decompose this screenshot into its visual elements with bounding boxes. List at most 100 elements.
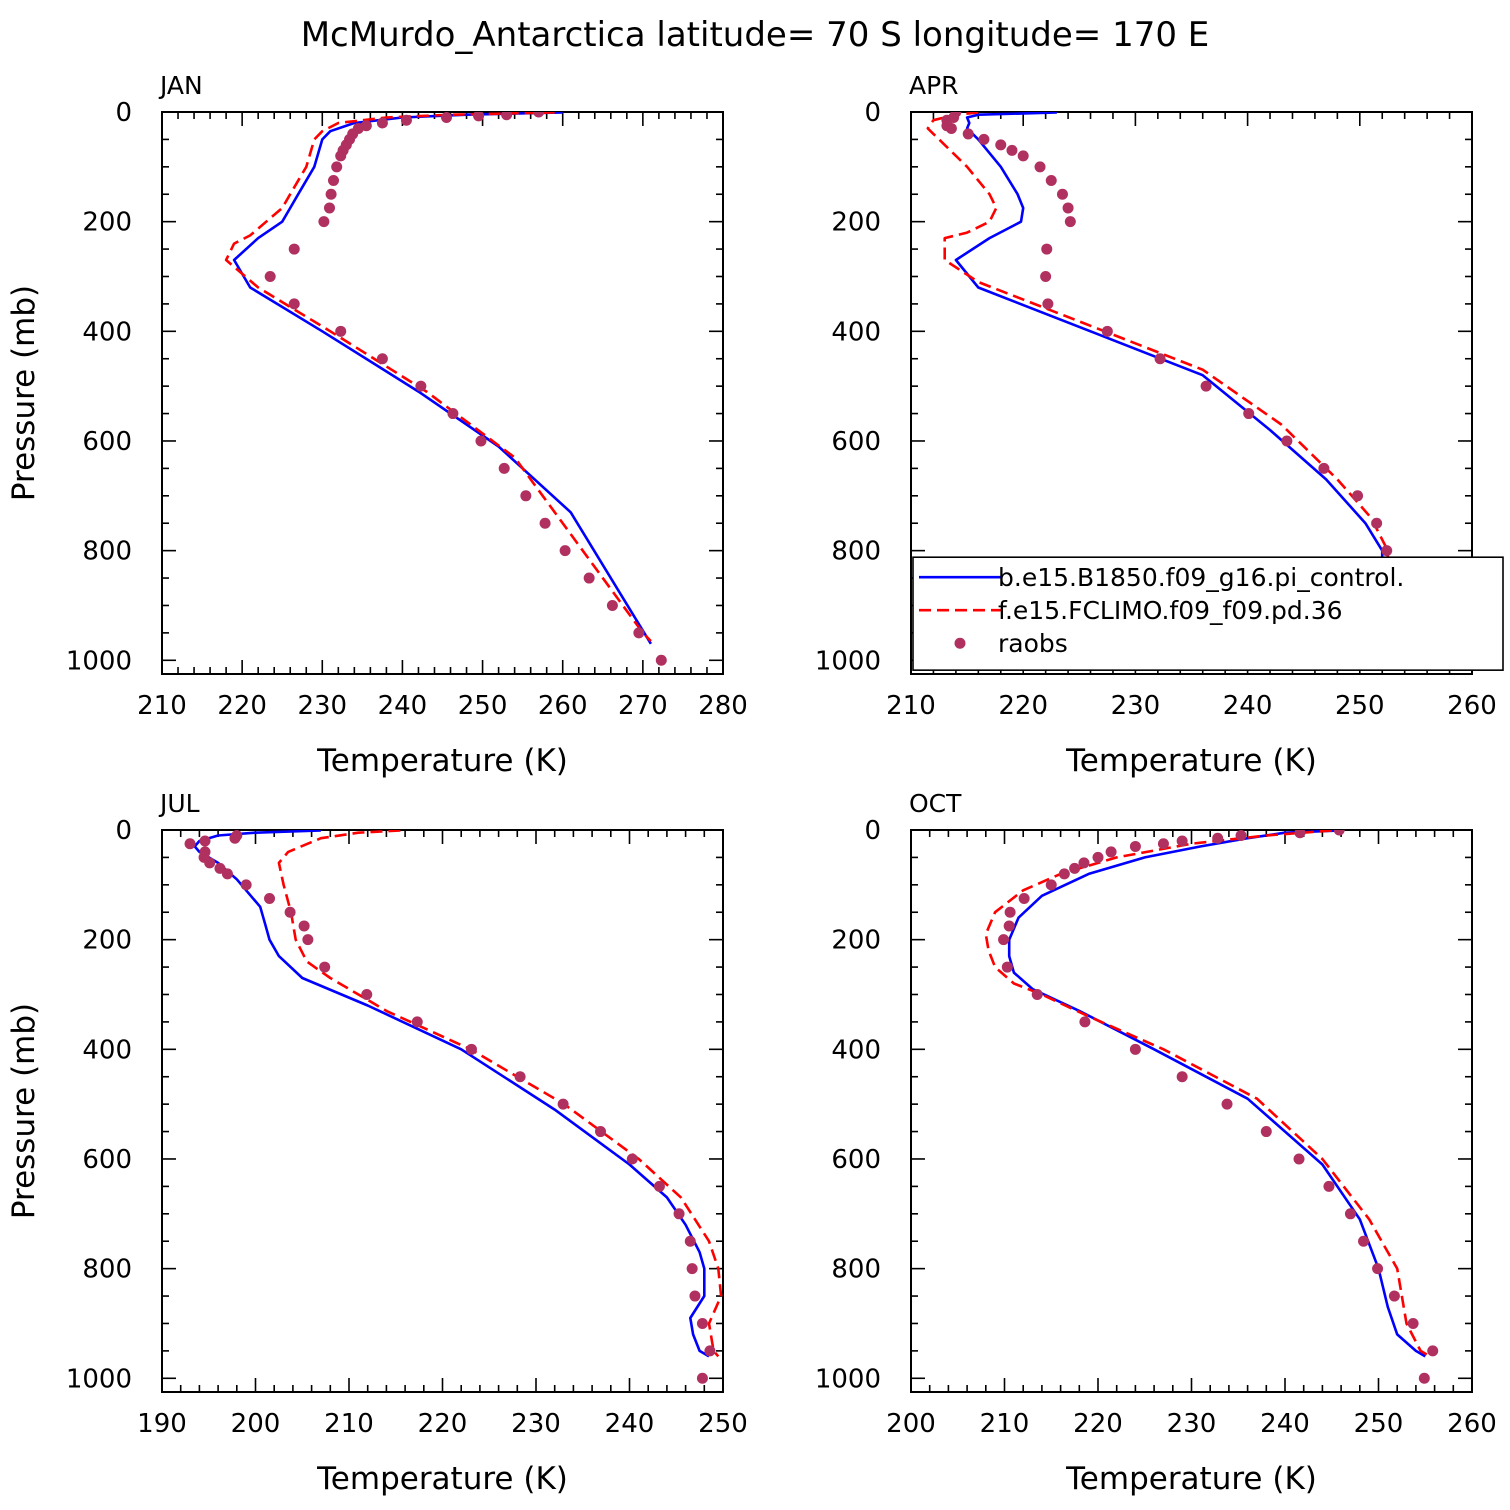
panel-label: JUL: [158, 789, 200, 818]
x-tick-label: 240: [605, 1409, 655, 1439]
raobs-point: [1323, 1180, 1335, 1192]
y-tick-label: 200: [82, 926, 132, 956]
raobs-point: [325, 188, 337, 200]
raobs-point: [411, 1016, 423, 1028]
raobs-point: [557, 1098, 569, 1110]
x-axis-label: Temperature (K): [1065, 743, 1317, 779]
raobs-point: [1006, 144, 1018, 156]
raobs-point: [415, 380, 427, 392]
raobs-point: [1042, 298, 1054, 310]
raobs-point: [302, 934, 314, 946]
y-axis-label: Pressure (mb): [6, 285, 42, 501]
raobs-point: [1129, 840, 1141, 852]
y-tick-label: 0: [115, 98, 132, 128]
x-tick-label: 260: [1447, 691, 1497, 721]
raobs-point: [1018, 893, 1030, 905]
raobs-point: [559, 545, 571, 557]
x-tick-label: 270: [618, 691, 668, 721]
y-axis-label: Pressure (mb): [6, 1003, 42, 1219]
y-tick-label: 800: [831, 537, 881, 567]
raobs-point: [288, 298, 300, 310]
raobs-point: [288, 243, 300, 255]
x-tick-label: 210: [980, 1409, 1030, 1439]
raobs-point: [221, 868, 233, 880]
panel-label: APR: [909, 71, 959, 100]
raobs-point: [998, 934, 1010, 946]
raobs-point: [1058, 868, 1070, 880]
x-tick-label: 210: [886, 691, 936, 721]
legend-marker: [954, 637, 966, 649]
raobs-point: [318, 216, 330, 228]
y-tick-label: 1000: [66, 646, 132, 676]
legend: b.e15.B1850.f09_g16.pi_control. f.e15.FCL…: [912, 556, 1504, 671]
raobs-point: [1105, 846, 1117, 858]
raobs-point: [1041, 243, 1053, 255]
x-tick-label: 240: [378, 691, 428, 721]
raobs-point: [533, 112, 545, 118]
series-line-b1850: [232, 112, 653, 645]
raobs-point: [1176, 1071, 1188, 1083]
x-tick-label: 220: [217, 691, 267, 721]
y-tick-label: 200: [831, 926, 881, 956]
raobs-point: [465, 1043, 477, 1055]
y-tick-label: 600: [82, 1145, 132, 1175]
raobs-point: [1372, 1263, 1384, 1275]
raobs-point: [1333, 830, 1345, 836]
raobs-point: [335, 150, 347, 162]
raobs-point: [520, 490, 532, 502]
raobs-point: [361, 988, 373, 1000]
x-tick-label: 240: [1260, 1409, 1310, 1439]
panel-apr: 210 220 230 240 250 260 0 200 400 600 800 1000 APR Te…: [815, 71, 1504, 779]
raobs-point: [1045, 175, 1057, 187]
raobs-point: [1101, 325, 1113, 337]
x-tick-label: 250: [458, 691, 508, 721]
raobs-point: [686, 1263, 698, 1275]
raobs-point: [400, 114, 412, 126]
raobs-point: [264, 893, 276, 905]
raobs-point: [1221, 1098, 1233, 1110]
raobs-point: [1154, 353, 1166, 365]
plot-frame: [910, 111, 1473, 675]
raobs-point: [1200, 380, 1212, 392]
x-tick-label: 250: [1335, 691, 1385, 721]
y-tick-label: 800: [82, 1255, 132, 1285]
x-tick-label: 230: [1167, 1409, 1217, 1439]
raobs-point: [673, 1208, 685, 1220]
y-tick-label: 400: [831, 1035, 881, 1065]
series-group: [184, 830, 723, 1384]
y-tick-label: 600: [831, 427, 881, 457]
x-tick-label: 200: [886, 1409, 936, 1439]
y-tick-label: 400: [831, 317, 881, 347]
raobs-point: [498, 462, 510, 474]
raobs-point: [655, 654, 667, 666]
raobs-point: [1388, 1290, 1400, 1302]
raobs-point: [1040, 270, 1052, 282]
raobs-point: [1069, 862, 1081, 874]
raobs-point: [1092, 851, 1104, 863]
raobs-point: [978, 133, 990, 145]
x-tick-label: 220: [1073, 1409, 1123, 1439]
raobs-point: [945, 122, 957, 134]
raobs-point: [1064, 216, 1076, 228]
raobs-point: [328, 175, 340, 187]
raobs-point: [962, 128, 974, 140]
raobs-point: [1371, 517, 1383, 529]
x-tick-label: 200: [231, 1409, 281, 1439]
panels: 210 220 230 240 250 260 270 280 0 200 400 600 800 100…: [6, 71, 1504, 1497]
series-line-b1850: [1007, 830, 1426, 1358]
chart-title: McMurdo_Antarctica latitude= 70 S longit…: [301, 15, 1210, 55]
y-tick-label: 800: [82, 537, 132, 567]
y-tick-label: 400: [82, 317, 132, 347]
panel-label: JAN: [158, 71, 203, 100]
raobs-point: [376, 117, 388, 129]
x-tick-label: 240: [1223, 691, 1273, 721]
x-tick-label: 260: [538, 691, 588, 721]
raobs-point: [1418, 1372, 1430, 1384]
raobs-point: [595, 1126, 607, 1138]
x-tick-label: 220: [418, 1409, 468, 1439]
raobs-point: [1427, 1345, 1439, 1357]
raobs-point: [1318, 462, 1330, 474]
raobs-point: [1031, 988, 1043, 1000]
series-line-fclimo: [926, 112, 1423, 640]
